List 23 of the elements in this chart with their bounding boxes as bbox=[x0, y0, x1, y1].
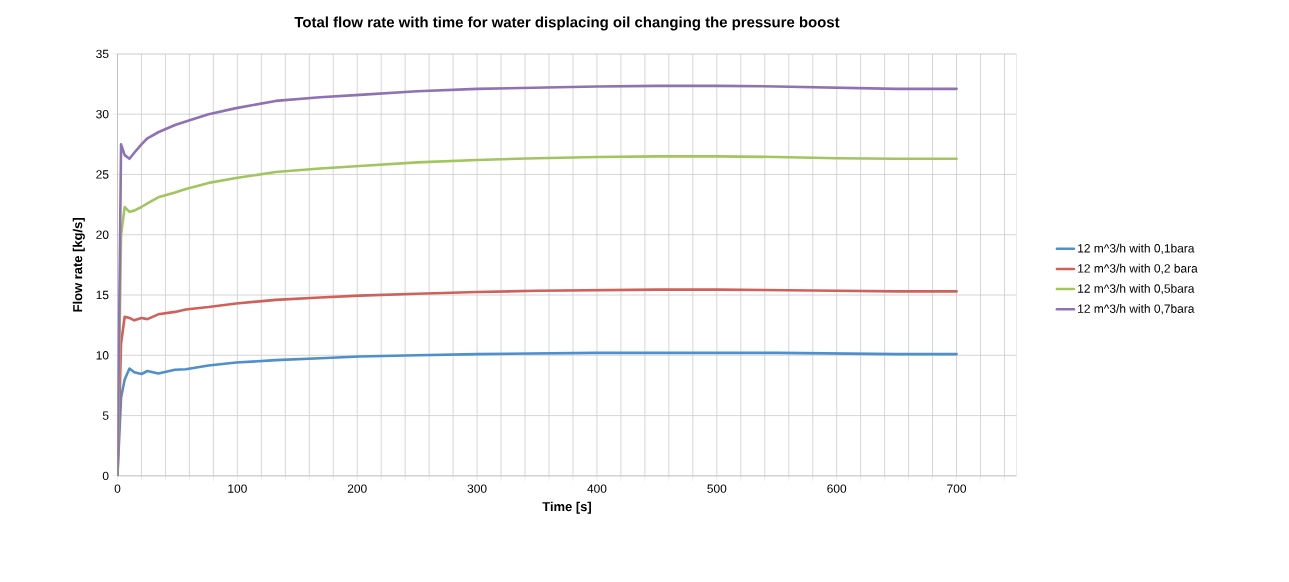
x-tick-label: 300 bbox=[467, 484, 487, 493]
x-tick-label: 700 bbox=[947, 484, 967, 493]
y-tick-label: 25 bbox=[96, 170, 109, 179]
y-tick-label: 15 bbox=[96, 290, 109, 300]
y-tick-label: 5 bbox=[102, 411, 109, 420]
chart-title: Total flow rate with time for water displacing oil changing the pressure boost bbox=[294, 16, 840, 31]
legend-label: 12 m^3/h with 0,7bara bbox=[1078, 304, 1195, 315]
y-tick-label: 20 bbox=[96, 230, 109, 239]
y-tick-label: 30 bbox=[96, 109, 109, 119]
y-tick-label: 35 bbox=[96, 49, 109, 59]
x-tick-label: 0 bbox=[114, 484, 121, 493]
y-axis-title: Flow rate [kg/s] bbox=[72, 218, 85, 312]
legend-label: 12 m^3/h with 0,1bara bbox=[1078, 243, 1195, 254]
legend-label: 12 m^3/h with 0,2 bara bbox=[1078, 263, 1198, 275]
x-tick-label: 400 bbox=[587, 484, 607, 493]
x-tick-label: 500 bbox=[707, 484, 727, 493]
legend-label: 12 m^3/h with 0,5bara bbox=[1078, 283, 1195, 295]
y-tick-label: 0 bbox=[102, 471, 109, 481]
x-tick-label: 100 bbox=[228, 484, 247, 493]
y-tick-label: 10 bbox=[96, 351, 109, 360]
x-tick-label: 200 bbox=[347, 484, 367, 493]
x-axis-title: Time [s] bbox=[542, 501, 591, 514]
x-tick-label: 600 bbox=[827, 484, 847, 493]
